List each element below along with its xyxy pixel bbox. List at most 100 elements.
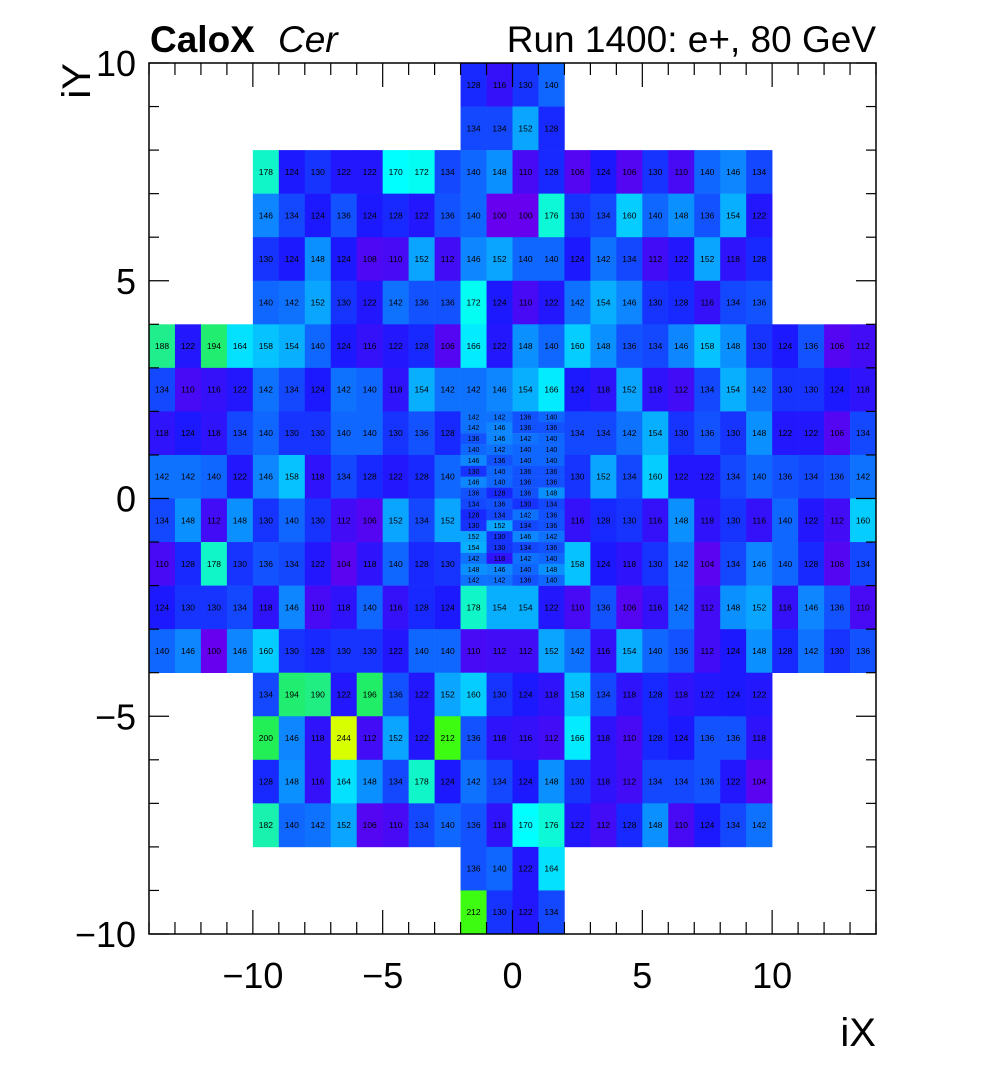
heatmap-fine-cell [512, 498, 539, 510]
cell-value-label: 100 [492, 210, 506, 220]
cell-value-label: 130 [752, 341, 766, 351]
cell-value-label: 130 [233, 559, 247, 569]
x-tick-label: −10 [222, 955, 283, 996]
heatmap-cell [642, 498, 669, 543]
heatmap-cell [746, 324, 773, 369]
heatmap-cell [226, 585, 254, 630]
heatmap-cell [694, 367, 721, 412]
cell-value-label: 130 [181, 602, 195, 612]
cell-value-label: 136 [596, 602, 610, 612]
cell-value-label: 160 [570, 341, 584, 351]
cell-value-label: 122 [492, 341, 506, 351]
cell-value-label: 124 [363, 210, 377, 220]
heatmap-cell [642, 280, 669, 325]
cell-value-label: 124 [726, 689, 740, 699]
cell-value-label: 116 [752, 515, 766, 525]
cell-value-label: 110 [623, 733, 637, 743]
cell-value-label: 140 [285, 515, 299, 525]
cell-value-label: 118 [752, 733, 766, 743]
cell-value-label: 110 [155, 559, 169, 569]
heatmap-cell [460, 716, 487, 761]
fine-cell-value-label: 140 [546, 447, 558, 454]
heatmap-cell [330, 280, 358, 325]
cell-value-label: 140 [440, 472, 454, 482]
cell-value-label: 134 [389, 777, 403, 787]
heatmap-cell [720, 454, 747, 499]
heatmap-cell [538, 150, 565, 194]
heatmap-fine-cell [486, 411, 513, 423]
cell-value-label: 140 [544, 80, 558, 90]
cell-value-label: 112 [674, 385, 688, 395]
heatmap-cell [356, 411, 383, 456]
cell-value-label: 124 [596, 167, 610, 177]
cell-value-label: 152 [752, 602, 766, 612]
fine-cell-value-label: 140 [546, 414, 558, 421]
fine-cell-value-label: 142 [494, 447, 506, 454]
heatmap-cell [278, 498, 306, 543]
heatmap-fine-cell [538, 552, 565, 565]
cell-value-label: 148 [726, 341, 740, 351]
heatmap-cell [149, 454, 176, 499]
heatmap-cell [460, 63, 487, 107]
heatmap-cell [642, 193, 669, 238]
heatmap-cell [226, 542, 254, 586]
cell-value-label: 152 [596, 472, 610, 482]
heatmap-cell [590, 672, 617, 717]
heatmap-cell [564, 367, 591, 412]
cell-value-label: 146 [259, 210, 273, 220]
cell-value-label: 140 [155, 646, 169, 656]
axes-ticks: −10 −5 0 5 10 −10 −5 0 5 10 [75, 43, 877, 996]
heatmap-cell [174, 324, 202, 369]
cell-value-label: 140 [207, 472, 221, 482]
cell-value-label: 142 [155, 472, 169, 482]
cell-value-label: 118 [493, 733, 507, 743]
heatmap-fine-cell [486, 476, 513, 488]
cell-value-label: 134 [492, 777, 506, 787]
heatmap-cell [149, 367, 176, 412]
heatmap-fine-cell [460, 542, 487, 554]
cell-value-label: 142 [311, 820, 325, 830]
heatmap-cell [694, 454, 721, 499]
heatmap-cell [330, 411, 358, 456]
cell-value-label: 118 [700, 515, 714, 525]
heatmap-cell [564, 759, 591, 804]
cell-value-label: 122 [415, 733, 429, 743]
heatmap-cell [616, 237, 643, 282]
cell-value-label: 112 [649, 254, 663, 264]
heatmap-fine-cell [486, 574, 513, 586]
heatmap-cell [590, 280, 617, 325]
cell-value-label: 142 [466, 777, 480, 787]
cell-value-label: 152 [544, 646, 558, 656]
fine-cell-value-label: 134 [520, 545, 532, 552]
fine-cell-value-label: 136 [520, 480, 532, 487]
heatmap-cell [460, 803, 487, 848]
cell-value-label: 178 [466, 602, 480, 612]
heatmap-cell [824, 454, 851, 499]
heatmap-cell [512, 106, 539, 151]
heatmap-cell [746, 237, 773, 282]
heatmap-cell [434, 280, 461, 325]
heatmap-cell [642, 150, 669, 194]
heatmap-cell [616, 759, 643, 804]
cell-value-label: 134 [337, 472, 351, 482]
heatmap-cell [149, 324, 176, 369]
cell-value-label: 140 [389, 559, 403, 569]
heatmap-cell [408, 150, 435, 194]
heatmap-cell [798, 542, 825, 586]
cell-value-label: 130 [518, 80, 532, 90]
cell-value-label: 116 [649, 602, 663, 612]
cell-value-label: 158 [259, 341, 273, 351]
heatmap-cell [486, 193, 513, 238]
cell-value-label: 112 [545, 733, 559, 743]
heatmap-cell [356, 498, 383, 543]
cell-value-label: 164 [544, 864, 558, 874]
heatmap-cell [590, 367, 617, 412]
cell-value-label: 166 [466, 341, 480, 351]
cell-value-label: 106 [830, 341, 844, 351]
cell-value-label: 190 [311, 689, 325, 699]
cell-value-label: 130 [830, 646, 844, 656]
heatmap-cell [434, 629, 461, 673]
heatmap-cell [408, 716, 435, 761]
heatmap-fine-cell [538, 563, 565, 575]
heatmap-cell [772, 585, 799, 630]
